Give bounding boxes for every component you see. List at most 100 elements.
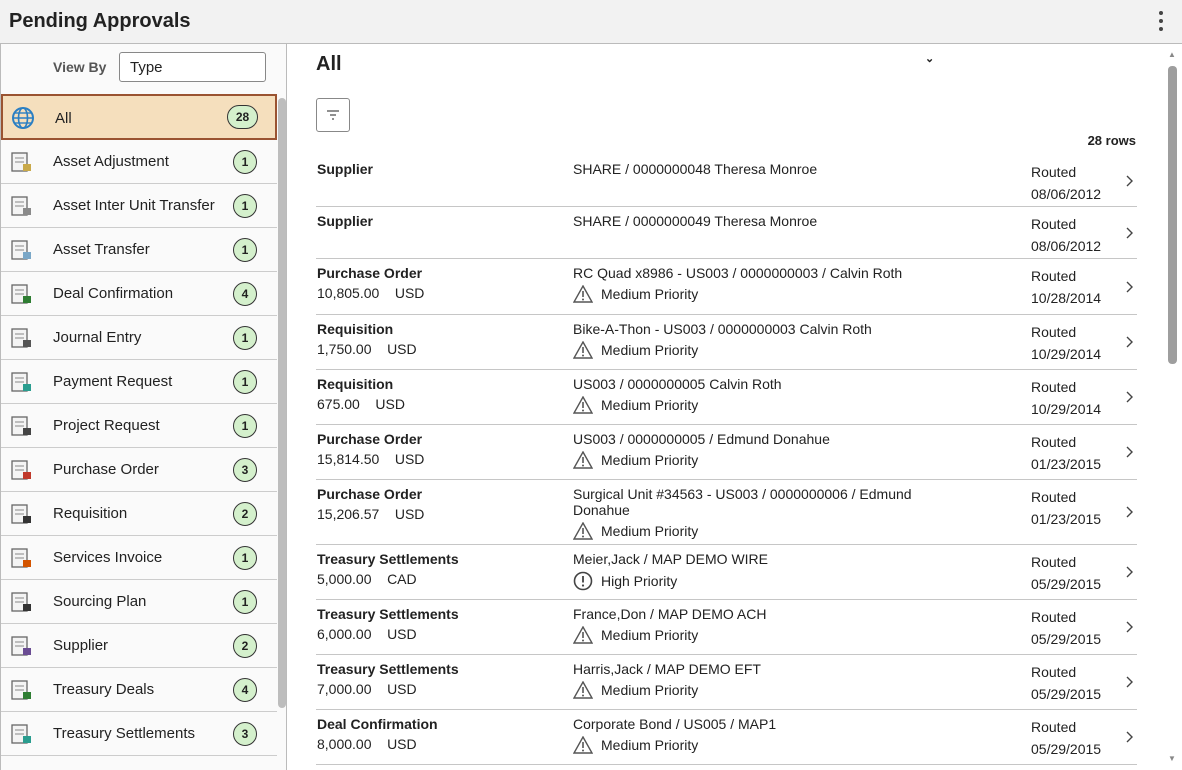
sidebar-item[interactable]: Payment Request 1 bbox=[1, 360, 277, 404]
row-date: 05/29/2015 bbox=[1031, 741, 1102, 757]
count-badge: 1 bbox=[233, 238, 257, 262]
sidebar-item[interactable]: Project Request 1 bbox=[1, 404, 277, 448]
sidebar-item-label: Payment Request bbox=[53, 373, 173, 390]
chevron-right-icon[interactable] bbox=[1121, 674, 1137, 690]
count-badge: 4 bbox=[233, 282, 257, 306]
chevron-right-icon[interactable] bbox=[1121, 564, 1137, 580]
row-type: Requisition bbox=[317, 321, 394, 337]
sidebar-item-label: Journal Entry bbox=[53, 329, 142, 346]
view-by-select[interactable]: Type ⌄ bbox=[119, 52, 934, 82]
priority-label: Medium Priority bbox=[601, 627, 699, 643]
row-status: Routed bbox=[1031, 434, 1077, 450]
row-date: 10/28/2014 bbox=[1031, 290, 1102, 306]
chevron-down-icon: ⌄ bbox=[925, 53, 935, 65]
row-date: 10/29/2014 bbox=[1031, 346, 1102, 362]
main-scrollbar[interactable] bbox=[1168, 66, 1177, 364]
row-status: Routed bbox=[1031, 554, 1077, 570]
journal-entry-icon bbox=[11, 328, 31, 348]
sidebar-item[interactable]: Treasury Deals 4 bbox=[1, 668, 277, 712]
chevron-right-icon[interactable] bbox=[1121, 729, 1137, 745]
warning-icon bbox=[573, 736, 593, 754]
row-description: Corporate Bond / US005 / MAP1 bbox=[573, 716, 777, 732]
row-currency: USD bbox=[387, 626, 417, 642]
chevron-right-icon[interactable] bbox=[1121, 279, 1137, 295]
sidebar-item[interactable]: Journal Entry 1 bbox=[1, 316, 277, 360]
sidebar-item-label: Asset Transfer bbox=[53, 241, 150, 258]
approval-row[interactable]: Purchase Order 15,814.50 USD US003 / 00000… bbox=[316, 425, 1137, 480]
sidebar-item[interactable]: All 28 bbox=[1, 94, 277, 140]
sidebar-item-label: Sourcing Plan bbox=[53, 593, 147, 610]
row-currency: USD bbox=[387, 341, 417, 357]
alert-circle-icon bbox=[573, 571, 593, 591]
priority-label: Medium Priority bbox=[601, 737, 699, 753]
row-type: Treasury Settlements bbox=[317, 551, 459, 567]
chevron-right-icon[interactable] bbox=[1121, 173, 1137, 189]
row-currency: USD bbox=[394, 506, 425, 522]
chevron-right-icon[interactable] bbox=[1121, 389, 1137, 405]
chevron-right-icon[interactable] bbox=[1121, 504, 1137, 520]
view-by-label: View By bbox=[53, 59, 107, 75]
sidebar-item[interactable]: Treasury Settlements 3 bbox=[1, 712, 277, 756]
chevron-right-icon[interactable] bbox=[1121, 619, 1137, 635]
sidebar-item[interactable]: Deal Confirmation 4 bbox=[1, 272, 277, 316]
row-currency: USD bbox=[387, 681, 417, 697]
row-amount: 7,000.00 bbox=[317, 681, 372, 697]
chevron-right-icon[interactable] bbox=[1121, 334, 1137, 350]
sidebar-item[interactable]: Asset Transfer 1 bbox=[1, 228, 277, 272]
row-description: SHARE / 0000000049 Theresa Monroe bbox=[573, 213, 818, 229]
approval-row[interactable]: Treasury Settlements 5,000.00 CAD Meier,Ja… bbox=[316, 545, 1137, 600]
priority: Medium Priority bbox=[573, 285, 913, 303]
row-amount: 6,000.00 bbox=[317, 626, 372, 642]
approval-row[interactable]: Deal Confirmation 8,000.00 USD Corporate B… bbox=[316, 710, 1137, 765]
deal-confirmation-icon bbox=[11, 284, 31, 304]
kebab-icon[interactable] bbox=[1158, 11, 1164, 31]
row-status: Routed bbox=[1031, 324, 1077, 340]
chevron-right-icon[interactable] bbox=[1121, 444, 1137, 460]
page-title: Pending Approvals bbox=[9, 10, 191, 32]
count-badge: 4 bbox=[233, 678, 257, 702]
row-status: Routed bbox=[1031, 164, 1077, 180]
count-badge: 2 bbox=[233, 502, 257, 526]
scroll-down-arrow[interactable]: ▼ bbox=[1168, 754, 1176, 763]
row-description: Meier,Jack / MAP DEMO WIRE bbox=[573, 551, 768, 567]
clipboard-icon bbox=[11, 592, 31, 612]
approval-row[interactable]: Treasury Settlements 7,000.00 USD Harris,J… bbox=[316, 655, 1137, 710]
type-list: All 28 Asset Adjustment 1 Asset Inter Unit T… bbox=[1, 94, 277, 756]
sidebar-item[interactable]: Services Invoice 1 bbox=[1, 536, 277, 580]
priority: Medium Priority bbox=[573, 626, 913, 644]
count-badge: 1 bbox=[233, 326, 257, 350]
sidebar-item[interactable]: Requisition 2 bbox=[1, 492, 277, 536]
row-description: Surgical Unit #34563 - US003 / 000000000… bbox=[573, 486, 912, 518]
asset-transfer-icon bbox=[11, 240, 31, 260]
sidebar-item-label: Requisition bbox=[53, 505, 128, 522]
priority-label: Medium Priority bbox=[601, 286, 699, 302]
sidebar-item[interactable]: Asset Adjustment 1 bbox=[1, 140, 277, 184]
row-description: Bike-A-Thon - US003 / 0000000003 Calvin … bbox=[573, 321, 872, 337]
filter-button[interactable] bbox=[316, 98, 350, 132]
count-badge: 1 bbox=[233, 370, 257, 394]
approval-row[interactable]: Purchase Order 15,206.57 USD Surgical Unit… bbox=[316, 480, 1137, 545]
row-type: Purchase Order bbox=[317, 265, 423, 281]
row-description: SHARE / 0000000048 Theresa Monroe bbox=[573, 161, 818, 177]
row-description: RC Quad x8986 - US003 / 0000000003 / Cal… bbox=[573, 265, 903, 281]
sidebar-item-label: Project Request bbox=[53, 417, 160, 434]
chevron-right-icon[interactable] bbox=[1121, 225, 1137, 241]
sidebar-item[interactable]: Sourcing Plan 1 bbox=[1, 580, 277, 624]
sidebar-item[interactable]: Asset Inter Unit Transfer 1 bbox=[1, 184, 277, 228]
count-badge: 1 bbox=[233, 546, 257, 570]
sidebar-scrollbar[interactable] bbox=[278, 98, 286, 708]
approval-row[interactable]: Requisition 675.00 USD US003 / 0000000005 … bbox=[316, 370, 1137, 425]
approval-row[interactable]: Supplier SHARE / 0000000049 Theresa Monro… bbox=[316, 207, 1137, 259]
row-type: Deal Confirmation bbox=[317, 716, 438, 732]
scroll-up-arrow[interactable]: ▲ bbox=[1168, 50, 1176, 59]
sidebar-item[interactable]: Purchase Order 3 bbox=[1, 448, 277, 492]
approval-row[interactable]: Requisition 1,750.00 USD Bike-A-Thon - US0… bbox=[316, 315, 1137, 370]
row-amount: 10,805.00 bbox=[317, 285, 380, 301]
priority-label: High Priority bbox=[601, 573, 678, 589]
approval-row[interactable]: Treasury Settlements 6,000.00 USD France,D… bbox=[316, 600, 1137, 655]
approval-row[interactable]: Purchase Order 10,805.00 USD RC Quad x8986… bbox=[316, 259, 1137, 315]
row-amount: 675.00 bbox=[317, 396, 360, 412]
sidebar-item[interactable]: Supplier 2 bbox=[1, 624, 277, 668]
approval-row[interactable]: Supplier SHARE / 0000000048 Theresa Monro… bbox=[316, 155, 1137, 207]
row-description: US003 / 0000000005 Calvin Roth bbox=[573, 376, 782, 392]
